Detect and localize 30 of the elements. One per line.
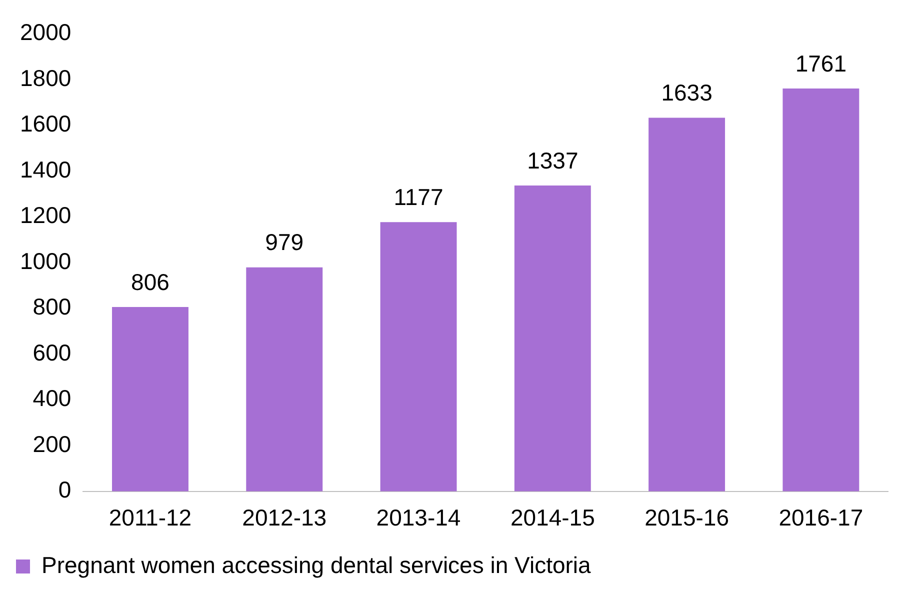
y-tick-label: 800 <box>32 294 72 320</box>
y-tick-label: 600 <box>32 339 72 366</box>
y-tick-label: 400 <box>32 385 72 412</box>
y-tick-label: 1800 <box>20 64 72 91</box>
bar <box>782 88 860 492</box>
bar <box>380 222 457 492</box>
bar <box>648 118 726 492</box>
y-tick-label: 2000 <box>20 19 72 46</box>
y-tick-label: 1000 <box>20 248 72 274</box>
data-label: 1177 <box>394 184 444 210</box>
data-label: 1633 <box>661 80 712 106</box>
bar <box>514 185 591 492</box>
data-label: 806 <box>131 268 170 295</box>
y-tick-label: 1600 <box>20 110 72 137</box>
legend-label: Pregnant women accessing dental services in Victoria <box>42 552 592 578</box>
y-tick-label: 0 <box>58 476 72 503</box>
bar <box>112 306 188 492</box>
y-tick-label: 200 <box>32 430 72 457</box>
y-tick-label: 1200 <box>20 202 72 228</box>
x-tick-label: 2012-13 <box>242 504 327 531</box>
bar <box>246 267 323 492</box>
x-tick-label: 2015-16 <box>644 504 729 531</box>
data-label: 1761 <box>795 50 847 76</box>
x-tick-label: 2016-17 <box>778 504 864 531</box>
y-tick-label: 1400 <box>20 156 72 182</box>
x-tick-label: 2011-12 <box>108 504 192 531</box>
x-tick-label: 2014-15 <box>510 504 595 531</box>
x-tick-label: 2013-14 <box>376 504 461 531</box>
data-label: 979 <box>265 229 304 256</box>
data-label: 1337 <box>527 147 578 174</box>
